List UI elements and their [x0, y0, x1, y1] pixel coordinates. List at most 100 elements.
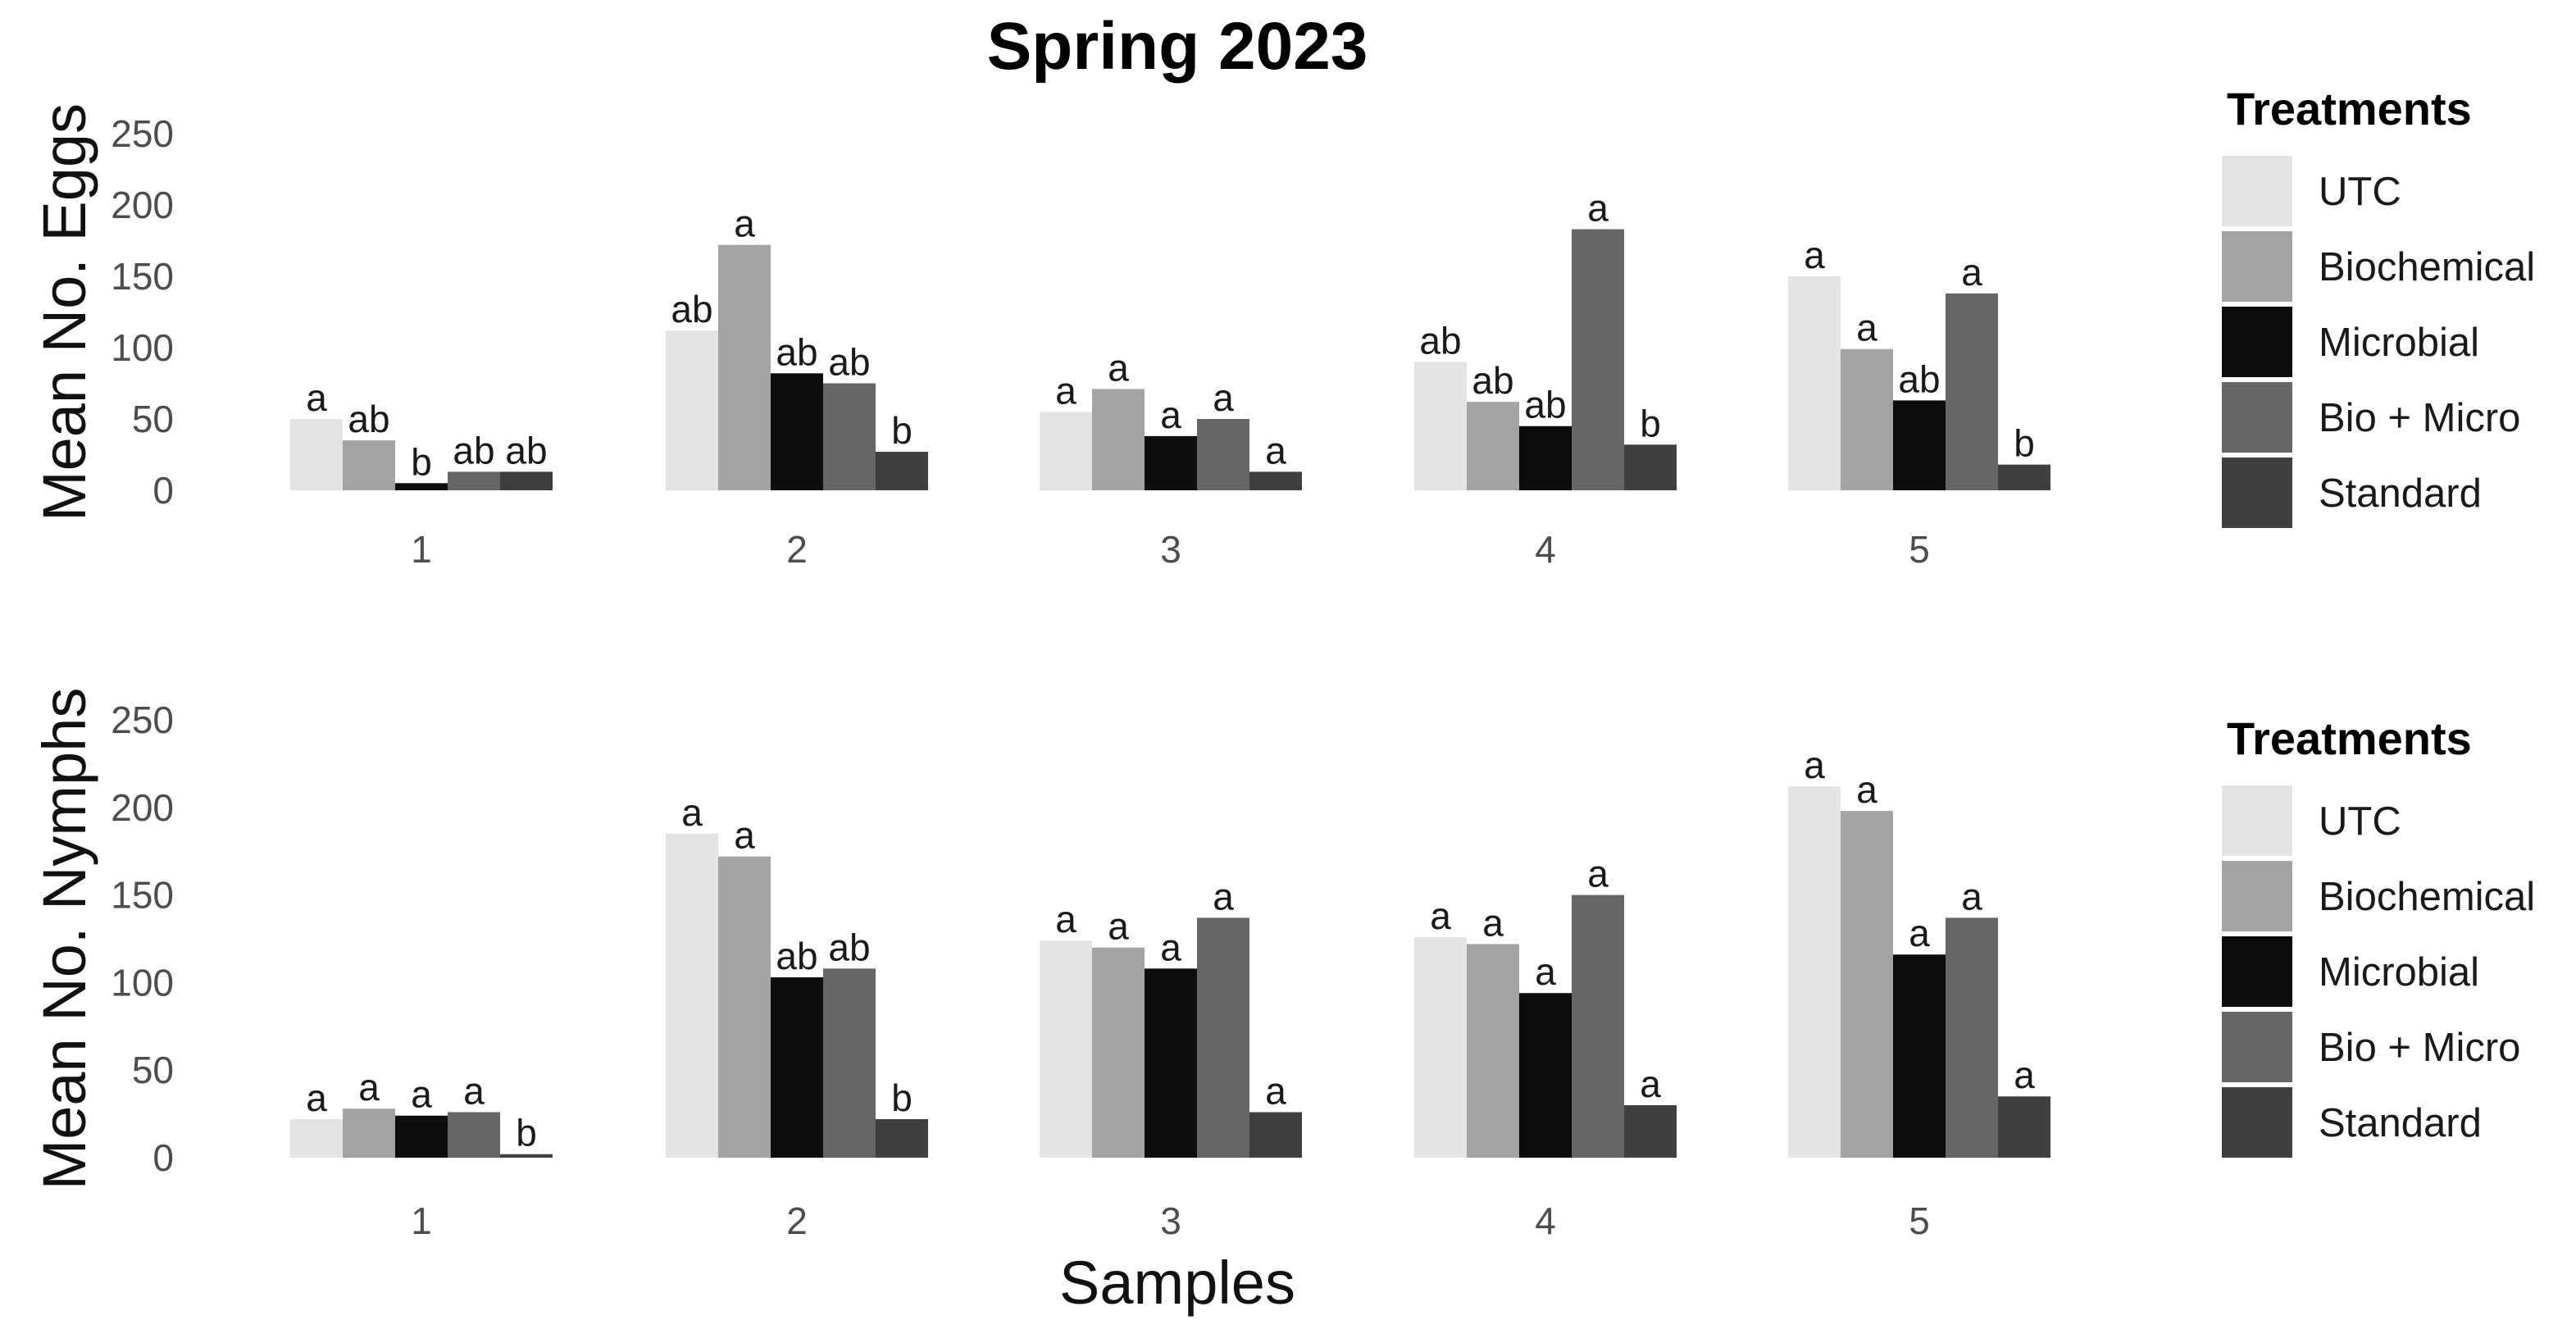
- bar: [1040, 412, 1092, 490]
- bar: [1197, 917, 1249, 1158]
- bar: [718, 856, 771, 1158]
- significance-label: b: [891, 1077, 913, 1119]
- significance-label: a: [1804, 234, 1825, 276]
- bar: [1519, 426, 1572, 490]
- y-tick-label: 150: [111, 255, 174, 298]
- x-tick-label: 5: [1909, 1200, 1930, 1242]
- significance-label: a: [1804, 744, 1825, 786]
- bar: [1249, 1112, 1302, 1158]
- bar: [666, 330, 718, 490]
- significance-label: a: [1213, 376, 1234, 419]
- significance-label: b: [411, 440, 432, 483]
- legend-swatch: [2222, 382, 2292, 453]
- significance-label: a: [2014, 1054, 2035, 1096]
- significance-label: a: [1265, 1069, 1286, 1112]
- legend-swatch: [2222, 307, 2292, 377]
- bar: [1145, 435, 1197, 490]
- chart-title: Spring 2023: [987, 9, 1368, 84]
- bar: [1788, 786, 1841, 1158]
- significance-label: a: [1055, 369, 1076, 412]
- significance-label: a: [463, 1069, 485, 1112]
- bar: [1998, 464, 2050, 490]
- significance-label: a: [734, 814, 755, 857]
- bar: [1998, 1096, 2050, 1158]
- significance-label: a: [1160, 926, 1181, 968]
- bar: [1893, 400, 1946, 490]
- y-axis-title: Mean No. Eggs: [30, 103, 98, 521]
- significance-label: a: [411, 1073, 432, 1116]
- bar: [1519, 993, 1572, 1158]
- legend-swatch: [2222, 936, 2292, 1007]
- legend-swatch: [2222, 785, 2292, 856]
- significance-label: a: [306, 376, 327, 419]
- legend-swatch: [2222, 156, 2292, 226]
- x-tick-label: 4: [1535, 1200, 1556, 1242]
- significance-label: a: [1265, 429, 1286, 471]
- legend-swatch: [2222, 1087, 2292, 1158]
- legend-label: Standard: [2319, 1101, 2482, 1145]
- bar: [771, 977, 823, 1158]
- y-tick-label: 50: [132, 398, 174, 440]
- bar: [343, 440, 395, 490]
- bar: [395, 483, 448, 490]
- bar: [823, 968, 876, 1158]
- x-tick-label: 5: [1909, 528, 1930, 571]
- significance-label: a: [1587, 853, 1609, 895]
- significance-label: a: [1961, 251, 1982, 294]
- x-tick-label: 3: [1160, 1200, 1181, 1242]
- bar: [1841, 348, 1893, 490]
- x-tick-label: 1: [411, 528, 432, 571]
- legend-swatch: [2222, 1012, 2292, 1082]
- bar: [771, 373, 823, 490]
- bar: [1249, 471, 1302, 490]
- significance-label: a: [1430, 895, 1451, 937]
- bar: [1467, 402, 1519, 490]
- bar: [1946, 917, 1998, 1158]
- bar: [1572, 229, 1624, 490]
- legend-swatch: [2222, 861, 2292, 931]
- significance-label: ab: [505, 429, 547, 471]
- significance-label: ab: [828, 341, 870, 384]
- significance-label: a: [1213, 875, 1234, 917]
- legend-label: Standard: [2319, 471, 2482, 516]
- significance-label: ab: [1898, 357, 1940, 400]
- bar: [290, 1119, 343, 1158]
- bar: [1946, 293, 1998, 490]
- bar: [1414, 936, 1467, 1158]
- legend-label: Microbial: [2319, 321, 2479, 365]
- bar: [823, 383, 876, 490]
- bar: [718, 244, 771, 490]
- bar: [1092, 947, 1145, 1158]
- significance-label: a: [1909, 912, 1930, 954]
- bar: [395, 1115, 448, 1158]
- bar: [876, 1119, 928, 1158]
- significance-label: ab: [1419, 319, 1461, 362]
- significance-label: b: [2014, 422, 2035, 465]
- legend-swatch: [2222, 231, 2292, 302]
- significance-label: ab: [776, 330, 817, 373]
- significance-label: a: [1587, 187, 1609, 230]
- y-tick-label: 100: [111, 961, 174, 1004]
- bar: [1145, 968, 1197, 1158]
- y-tick-label: 0: [152, 469, 174, 512]
- significance-label: a: [306, 1077, 327, 1119]
- bar: [1624, 1104, 1677, 1158]
- bar: [343, 1109, 395, 1158]
- legend-label: Bio + Micro: [2319, 396, 2520, 440]
- significance-label: b: [1640, 402, 1661, 444]
- y-tick-label: 50: [132, 1049, 174, 1091]
- bar: [1467, 944, 1519, 1158]
- significance-label: a: [1640, 1063, 1661, 1105]
- significance-label: ab: [1472, 359, 1513, 402]
- bar: [1414, 362, 1467, 490]
- x-tick-label: 2: [786, 1200, 808, 1242]
- significance-label: a: [1160, 394, 1181, 436]
- y-tick-label: 200: [111, 184, 174, 226]
- x-axis-title: Samples: [1059, 1249, 1295, 1317]
- legend-label: Biochemical: [2319, 875, 2535, 919]
- y-tick-label: 200: [111, 786, 174, 829]
- significance-label: ab: [776, 935, 817, 977]
- significance-label: ab: [348, 398, 389, 440]
